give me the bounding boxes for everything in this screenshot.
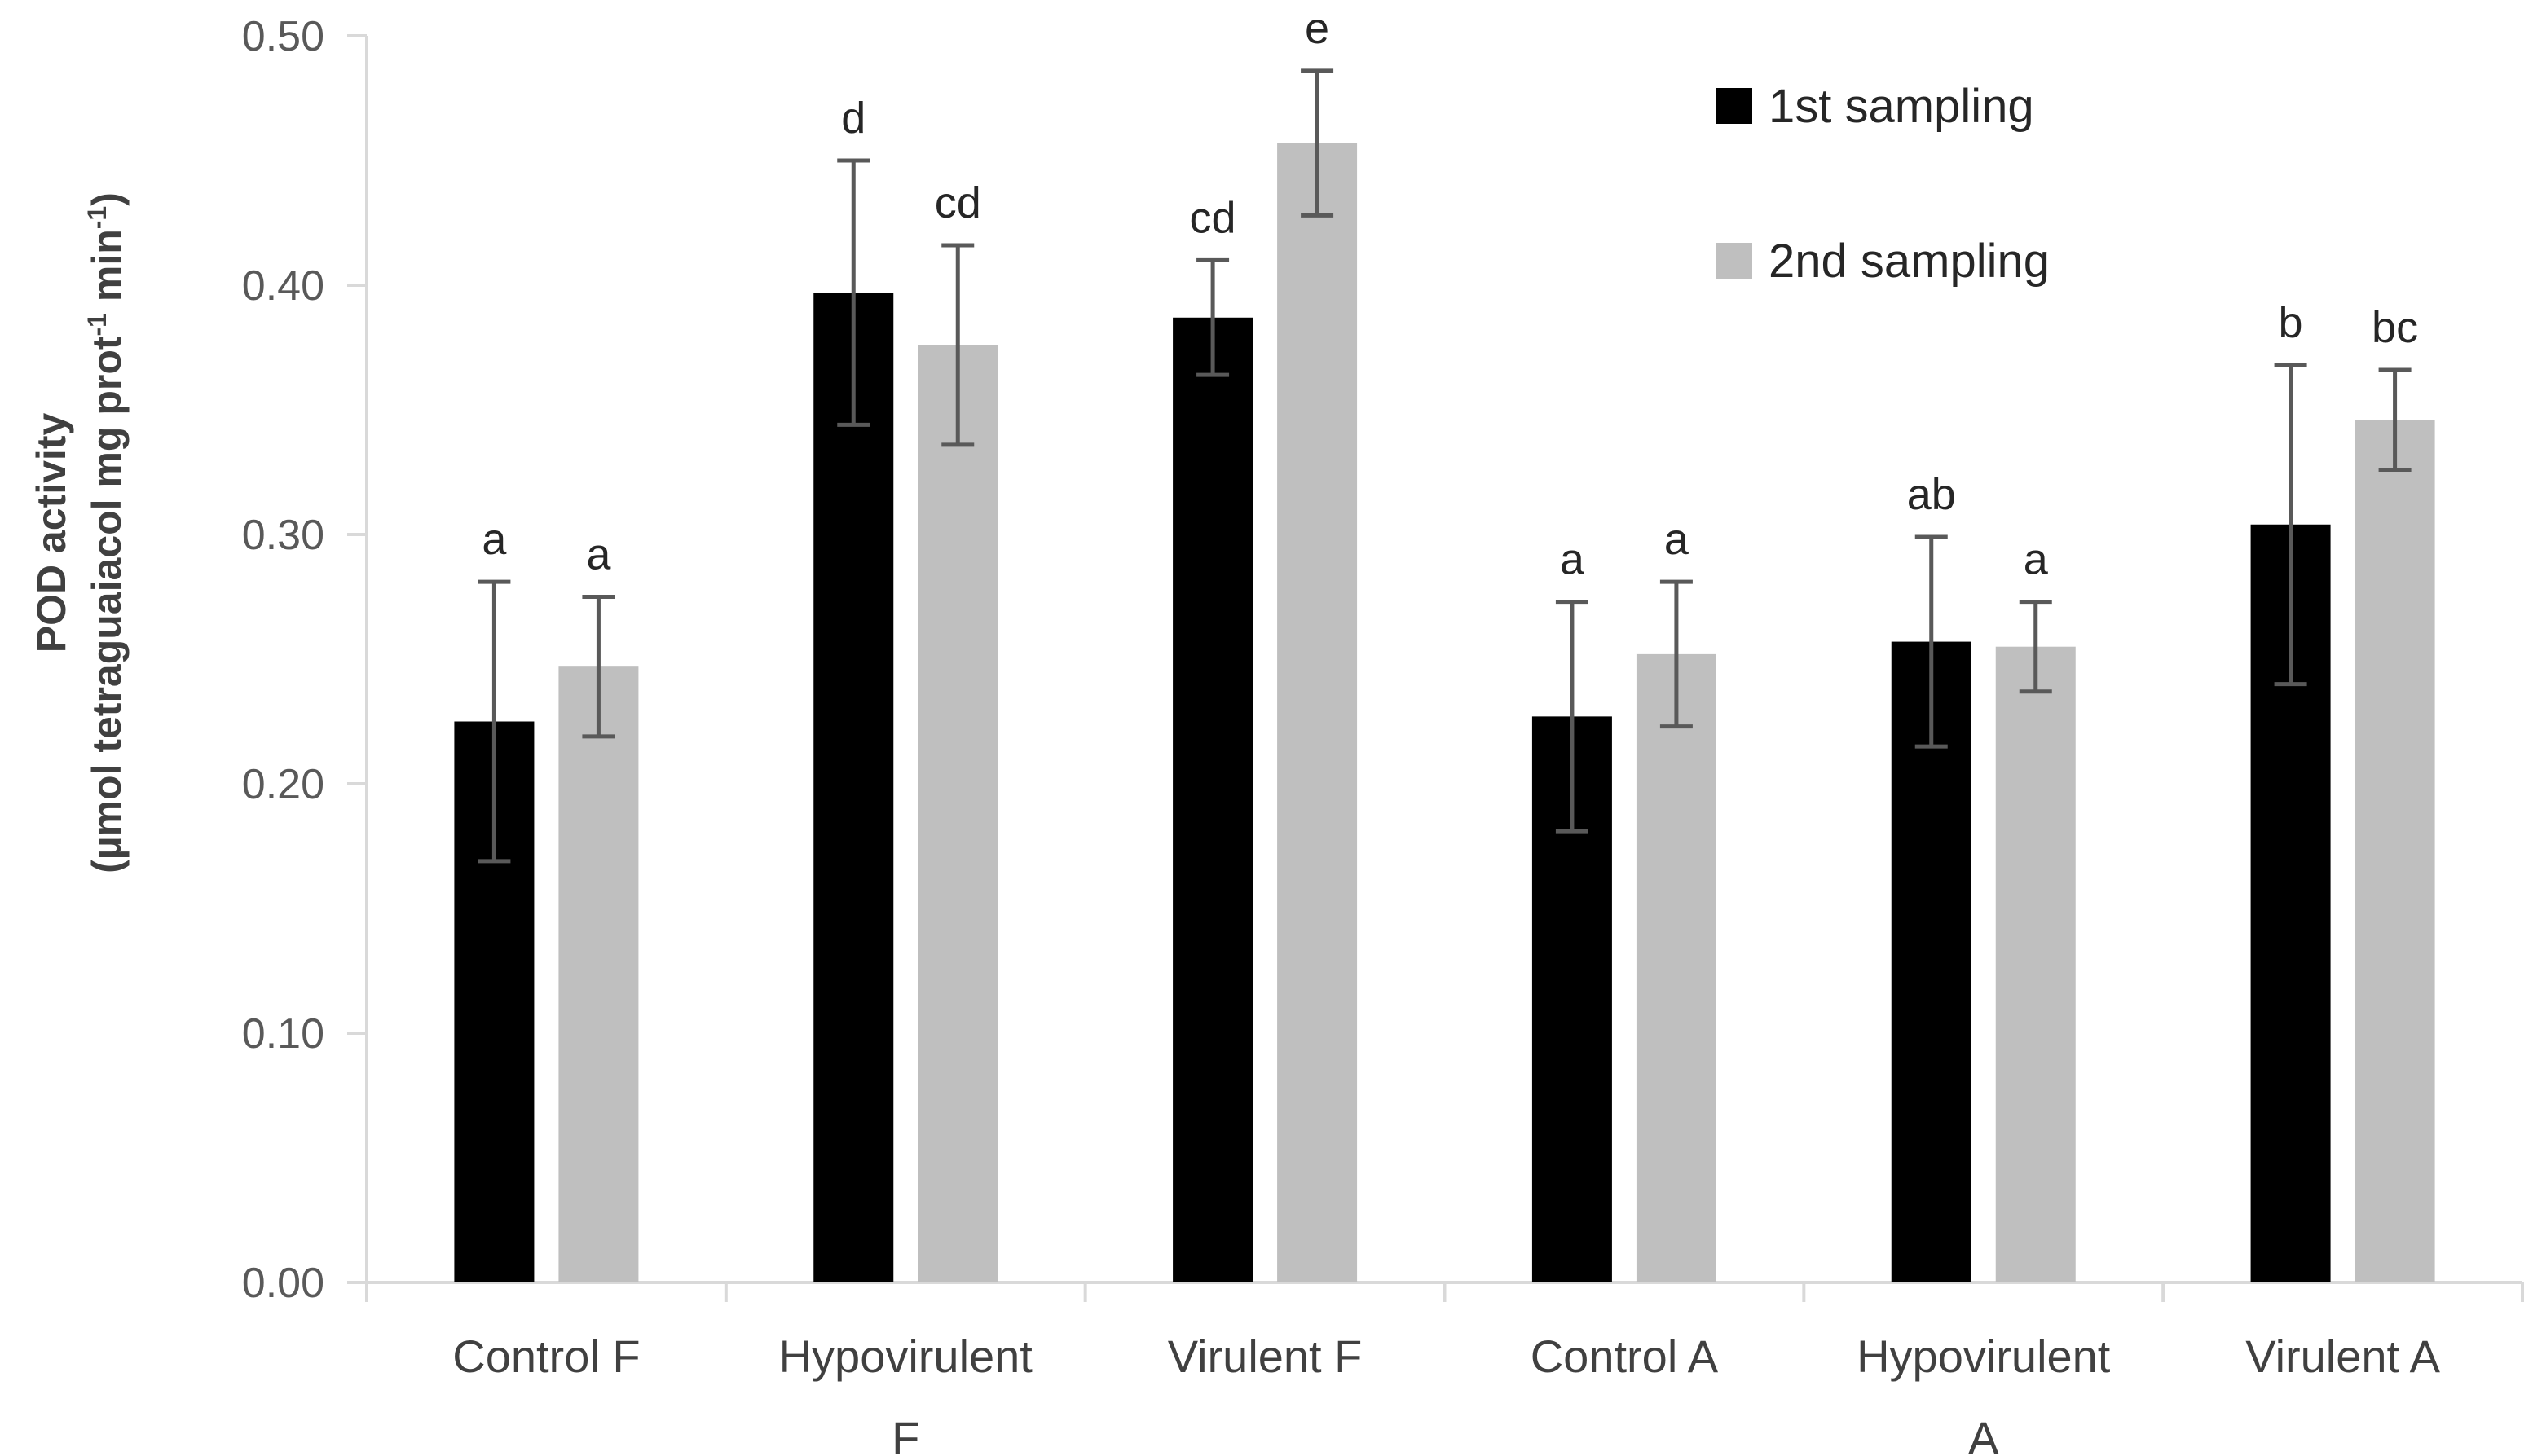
x-axis: Control F Hypovirulent F Virulent F Control … bbox=[365, 1281, 2524, 1456]
significance-label: bc bbox=[2372, 303, 2418, 352]
significance-label: ab bbox=[1907, 470, 1956, 519]
significance-label: b bbox=[2279, 298, 2303, 347]
significance-label: a bbox=[586, 530, 611, 579]
y-axis-unit-superscript: -1 bbox=[82, 206, 112, 229]
significance-label: a bbox=[482, 515, 507, 564]
bar bbox=[1173, 317, 1253, 1282]
y-axis-title: POD activity bbox=[29, 413, 74, 653]
legend-swatch bbox=[1716, 243, 1752, 279]
x-category-label: Control A bbox=[1531, 1331, 1719, 1382]
x-category-label: Control F bbox=[452, 1331, 640, 1382]
x-category-label: Hypovirulent bbox=[1857, 1331, 2111, 1382]
bars: a d cd a ab b a cd e a a bc bbox=[454, 4, 2435, 1283]
significance-label: cd bbox=[1190, 193, 1236, 242]
significance-label: a bbox=[2024, 535, 2049, 584]
y-axis-unit-superscript: -1 bbox=[82, 313, 112, 336]
legend-swatch bbox=[1716, 88, 1752, 124]
bar bbox=[1891, 641, 1971, 1282]
significance-label: e bbox=[1305, 4, 1329, 53]
y-tick-label: 0.10 bbox=[242, 1010, 324, 1058]
legend: 1st sampling 2nd sampling bbox=[1716, 80, 2050, 288]
bar bbox=[2355, 420, 2435, 1282]
x-category-label: A bbox=[1968, 1412, 1999, 1456]
x-category-label: Virulent A bbox=[2245, 1331, 2440, 1382]
legend-label: 1st sampling bbox=[1769, 80, 2034, 133]
y-tick-label: 0.00 bbox=[242, 1260, 324, 1307]
significance-label: a bbox=[1664, 515, 1689, 564]
y-tick-label: 0.30 bbox=[242, 512, 324, 559]
legend-label: 2nd sampling bbox=[1769, 235, 2050, 288]
bar bbox=[1995, 646, 2076, 1282]
x-category-label: Hypovirulent bbox=[779, 1331, 1033, 1382]
y-tick-label: 0.20 bbox=[242, 761, 324, 808]
y-axis-unit-part: (µmol tetraguaiacol mg prot bbox=[84, 336, 130, 873]
bar bbox=[1636, 653, 1716, 1282]
bar bbox=[918, 345, 998, 1283]
y-axis: 0.00 0.10 0.20 0.30 0.40 0.50 bbox=[242, 13, 368, 1307]
significance-label: a bbox=[1560, 535, 1585, 584]
bar bbox=[813, 293, 894, 1283]
bar bbox=[558, 666, 639, 1282]
x-category-label: F bbox=[892, 1412, 919, 1456]
y-axis-unit-part: min bbox=[84, 229, 130, 313]
y-tick-label: 0.50 bbox=[242, 13, 324, 60]
y-axis-unit-part: ) bbox=[84, 192, 130, 206]
y-axis-unit: (µmol tetraguaiacol mg prot-1 min-1) bbox=[82, 192, 130, 873]
significance-label: d bbox=[841, 94, 866, 143]
bar bbox=[1277, 143, 1358, 1283]
significance-label: cd bbox=[935, 178, 981, 227]
x-category-label: Virulent F bbox=[1168, 1331, 1363, 1382]
y-tick-label: 0.40 bbox=[242, 262, 324, 310]
